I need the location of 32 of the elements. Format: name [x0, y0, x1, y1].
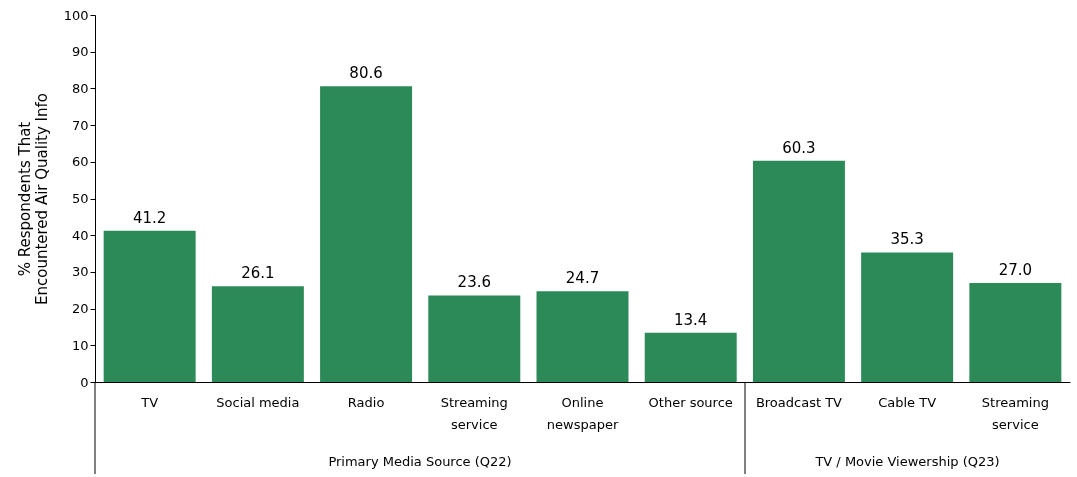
- data-label: 80.6: [349, 64, 383, 83]
- data-label: 41.2: [132, 208, 167, 227]
- data-label: 27.0: [998, 260, 1033, 279]
- x-tick-label: Streaming service: [440, 394, 508, 432]
- y-tick-label: 100: [63, 7, 89, 23]
- y-tick-label: 0: [80, 374, 89, 390]
- data-label: 13.4: [674, 310, 708, 329]
- text: Primary Media Source (Q22): [328, 454, 512, 469]
- text: TV / Movie Viewership (Q23): [814, 454, 1000, 469]
- y-tick-label: 10: [71, 337, 89, 353]
- x-tick-label: Streaming service: [981, 394, 1049, 432]
- x-tick-label: Social media: [216, 394, 300, 410]
- y-axis-title: % Respondents That Encountered Air Quality Info: [15, 92, 51, 306]
- data-label: 24.7: [565, 269, 600, 288]
- x-tick-label: Broadcast TV: [755, 394, 843, 410]
- y-tick-label: 90: [71, 44, 89, 60]
- y-tick-label: 50: [71, 191, 89, 206]
- data-label: 26.1: [241, 264, 275, 283]
- y-tick-label: 80: [71, 80, 89, 96]
- data-label: 60.3: [782, 138, 816, 157]
- x-tick-label: Online newspaper: [546, 394, 619, 432]
- y-tick-label: 40: [71, 227, 89, 243]
- x-tick-label: TV: [140, 394, 159, 410]
- data-label: 35.3: [890, 230, 924, 249]
- y-tick-label: 70: [71, 117, 89, 133]
- y-tick-label: 30: [71, 264, 89, 280]
- y-tick-label: 20: [71, 301, 89, 317]
- y-tick-label: 60: [71, 154, 89, 170]
- x-tick-label: Other source: [648, 394, 733, 410]
- x-tick-label: Radio: [347, 394, 385, 410]
- x-tick-label: Cable TV: [878, 394, 937, 410]
- data-label: 23.6: [457, 273, 491, 292]
